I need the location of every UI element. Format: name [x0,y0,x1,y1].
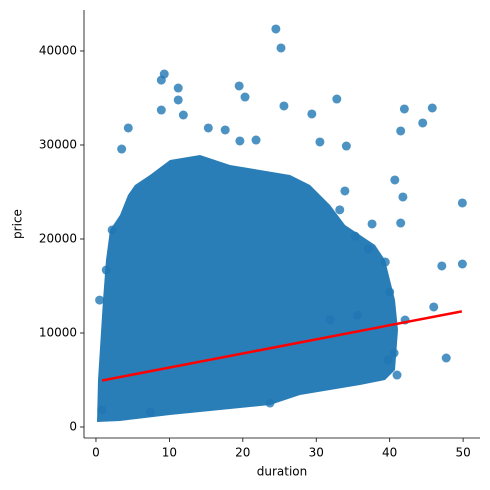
point [396,218,406,228]
point [271,24,281,34]
point [367,219,377,229]
point [107,225,117,235]
y-tick-label: 10000 [39,325,77,339]
point [173,95,183,105]
x-tick-label: 50 [455,446,470,460]
point [398,192,408,202]
x-tick-label: 0 [92,446,100,460]
point [325,315,335,325]
point [251,135,261,145]
y-tick-label: 40000 [39,43,77,57]
point [418,118,428,128]
marks [95,24,467,417]
x-tick-label: 30 [309,446,324,460]
point [101,265,111,275]
y-tick-label: 20000 [39,231,77,245]
point [240,92,250,102]
point [389,348,399,358]
point [457,259,467,269]
point [234,81,244,91]
y-tick-label: 30000 [39,137,77,151]
point [340,186,350,196]
point [117,144,127,154]
point [390,175,400,185]
point [341,141,351,151]
point [350,231,360,241]
point [276,43,286,53]
x-axis-label: duration [257,465,308,479]
point [332,94,342,104]
point [392,370,402,380]
point [352,310,362,320]
point [235,136,245,146]
point [427,103,437,113]
point [203,123,213,133]
point [123,123,133,133]
x-tick-label: 20 [235,446,250,460]
point [173,83,183,93]
point [307,109,317,119]
point [95,295,105,305]
x-tick-label: 40 [382,446,397,460]
point [315,137,325,147]
point [457,198,467,208]
point [385,287,395,297]
regression-line [101,310,463,382]
point [441,353,451,363]
y-tick-label: 0 [69,420,77,434]
point [220,125,230,135]
point [156,75,166,85]
point [380,257,390,267]
point [437,261,447,271]
dense-point-cloud [97,155,398,422]
point [363,244,373,254]
point [156,105,166,115]
point [399,104,409,114]
x-tick-label: 10 [162,446,177,460]
point [383,355,393,365]
point [335,205,345,215]
point [97,405,107,415]
point [279,101,289,111]
point [145,407,155,417]
point [178,110,188,120]
point [396,126,406,136]
point [429,302,439,312]
point [265,398,275,408]
y-axis-label: price [11,209,25,239]
